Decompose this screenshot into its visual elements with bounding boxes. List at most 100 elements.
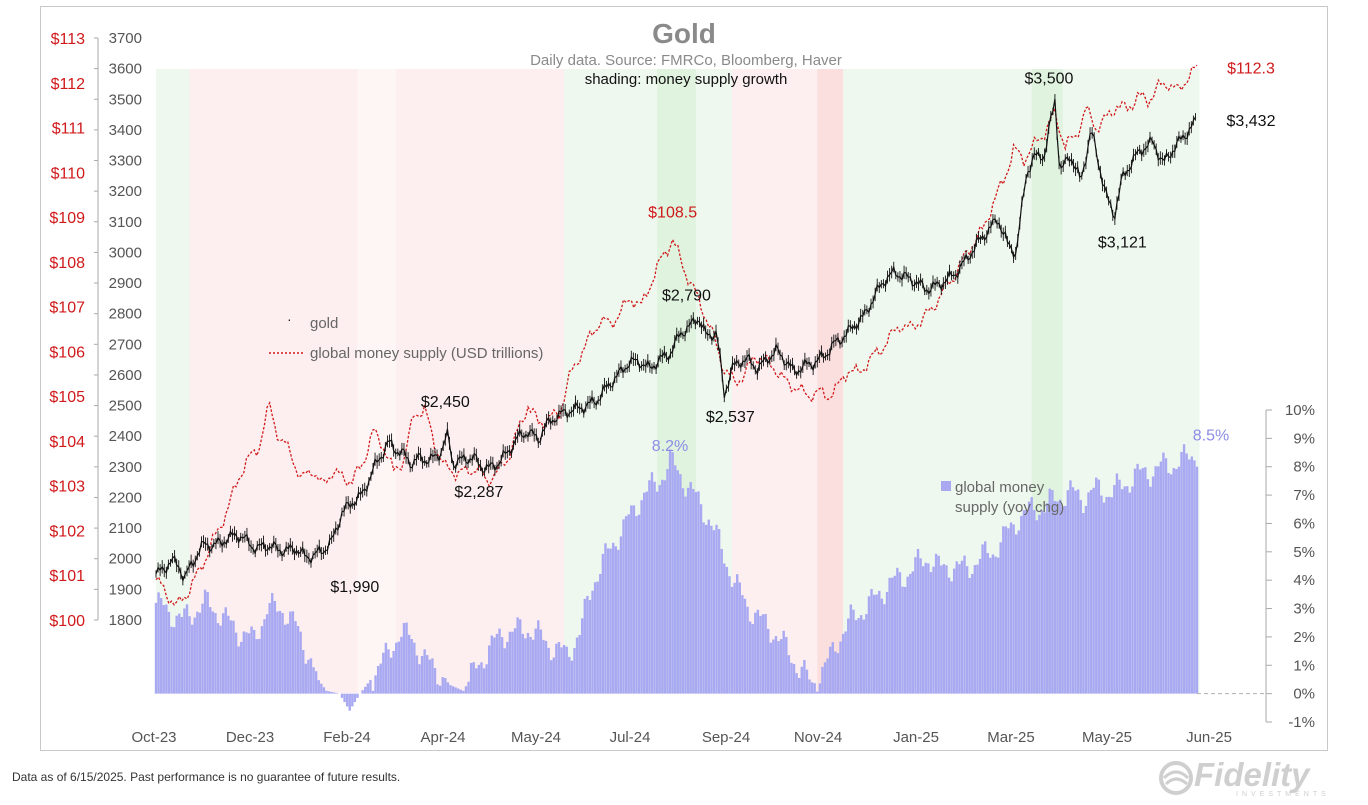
growth-bar-188 xyxy=(640,500,643,694)
growth-bar-6 xyxy=(170,626,173,694)
growth-bar-278 xyxy=(872,594,876,694)
annotation-6: 8.2% xyxy=(652,438,688,455)
growth-bar-87 xyxy=(379,663,382,694)
growth-bar-166 xyxy=(583,598,586,694)
growth-bar-23 xyxy=(214,613,217,694)
growth-bar-335 xyxy=(1020,515,1023,694)
growth-bar-88 xyxy=(382,652,385,694)
growth-bar-219 xyxy=(720,548,723,694)
growth-bar-134 xyxy=(500,637,504,694)
growth-bar-373 xyxy=(1118,479,1121,694)
growth-bar-26 xyxy=(221,613,225,694)
growth-bar-310 xyxy=(955,561,958,694)
growth-bar-306 xyxy=(945,565,948,694)
growth-bar-39 xyxy=(255,639,258,694)
growth-bar-222 xyxy=(728,576,731,694)
growth-bar-187 xyxy=(637,514,641,694)
growth-bar-195 xyxy=(658,485,661,694)
growth-bar-45 xyxy=(271,593,274,694)
growth-bar-186 xyxy=(635,516,638,694)
growth-bar-401 xyxy=(1190,456,1194,694)
growth-bar-48 xyxy=(278,610,282,694)
gold-tick-label-10: 2800 xyxy=(109,306,142,323)
growth-bar-3 xyxy=(162,605,165,694)
growth-bar-232 xyxy=(754,612,757,694)
growth-bar-212 xyxy=(702,522,705,694)
gold-tick-label-16: 3400 xyxy=(109,122,142,139)
growth-bar-201 xyxy=(674,465,677,694)
growth-tick-label-1: 0% xyxy=(1293,686,1315,703)
growth-bar-22 xyxy=(211,611,215,694)
growth-bar-137 xyxy=(508,631,512,694)
chart-subtitle: Daily data. Source: FMRCo, Bloomberg, Ha… xyxy=(530,52,842,69)
growth-bar-185 xyxy=(632,505,636,694)
growth-bar-118 xyxy=(459,689,463,694)
growth-bar-216 xyxy=(712,530,716,694)
annotation-4: $2,790 xyxy=(662,288,711,305)
shading-band-5 xyxy=(657,69,696,693)
growth-bar-156 xyxy=(557,641,561,694)
gold-series xyxy=(155,98,1197,583)
growth-bar-98 xyxy=(407,634,411,694)
growth-tick-label-5: 4% xyxy=(1293,572,1315,589)
growth-bar-177 xyxy=(612,542,615,694)
growth-bar-208 xyxy=(692,488,695,694)
growth-bar-245 xyxy=(787,655,791,694)
growth-bar-369 xyxy=(1107,496,1111,694)
growth-tick-label-6: 5% xyxy=(1293,544,1315,561)
growth-bar-239 xyxy=(772,639,775,694)
growth-bar-84 xyxy=(371,690,375,694)
growth-bar-272 xyxy=(857,618,860,694)
growth-bar-163 xyxy=(575,637,579,694)
growth-bar-353 xyxy=(1066,490,1070,694)
growth-bar-291 xyxy=(906,576,909,694)
growth-bar-96 xyxy=(402,622,406,694)
gold-tick-label-4: 2200 xyxy=(109,489,142,506)
growth-bar-303 xyxy=(937,555,940,694)
growth-bar-168 xyxy=(588,599,592,694)
growth-bar-328 xyxy=(1002,526,1005,694)
growth-bar-50 xyxy=(283,624,287,694)
growth-bar-189 xyxy=(643,492,646,694)
growth-bar-384 xyxy=(1146,479,1150,694)
legend-growth-line2: supply (yoy chg) xyxy=(955,499,1064,516)
money-tick-label-2: $102 xyxy=(49,523,85,540)
growth-bar-260 xyxy=(826,658,829,694)
growth-bar-104 xyxy=(423,649,426,694)
growth-bar-205 xyxy=(684,496,687,694)
growth-bar-204 xyxy=(681,488,685,694)
growth-bar-210 xyxy=(697,491,700,694)
shading-band-8 xyxy=(817,69,844,693)
growth-bar-136 xyxy=(506,641,509,694)
fidelity-logo: Fidelity INVESTMENTS xyxy=(1158,756,1350,802)
growth-bar-67 xyxy=(327,691,331,694)
growth-bar-246 xyxy=(790,662,793,694)
growth-bar-65 xyxy=(322,687,326,694)
shading-band-7 xyxy=(732,69,818,693)
gold-tick-label-18: 3600 xyxy=(109,61,142,78)
growth-bar-295 xyxy=(916,548,920,694)
growth-bar-92 xyxy=(392,651,395,694)
x-tick-label-6: Sep-24 xyxy=(702,729,750,746)
growth-bar-197 xyxy=(663,480,667,694)
growth-bar-59 xyxy=(307,659,310,694)
growth-bar-61 xyxy=(312,667,315,694)
growth-bar-287 xyxy=(896,567,899,694)
growth-bar-95 xyxy=(400,636,403,694)
growth-bar-350 xyxy=(1058,499,1062,694)
x-tick-label-10: May-25 xyxy=(1082,729,1132,746)
growth-bar-199 xyxy=(668,449,672,694)
growth-bar-382 xyxy=(1141,468,1144,694)
growth-bar-276 xyxy=(867,596,871,694)
growth-bar-19 xyxy=(203,589,207,694)
growth-bar-238 xyxy=(769,642,772,694)
money-supply-line xyxy=(155,64,1198,606)
growth-bar-125 xyxy=(477,664,481,694)
growth-bar-89 xyxy=(384,642,388,694)
growth-bar-324 xyxy=(991,554,995,694)
growth-bar-339 xyxy=(1030,497,1033,694)
growth-bar-60 xyxy=(309,658,313,694)
axes xyxy=(97,38,1267,722)
growth-bar-381 xyxy=(1138,469,1142,694)
growth-bar-316 xyxy=(971,573,974,694)
